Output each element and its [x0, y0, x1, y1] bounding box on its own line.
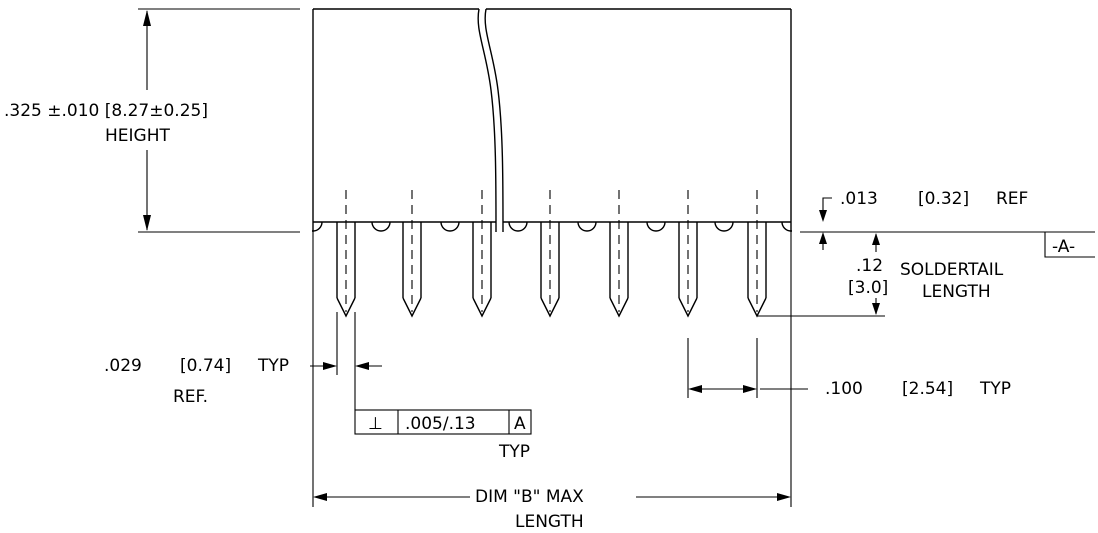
- datum-reference: -A-: [800, 231, 1095, 258]
- perpendicularity-icon: ⊥: [368, 414, 383, 434]
- pitch-metric: [2.54]: [902, 379, 953, 399]
- soldertail-value: .12: [856, 256, 883, 276]
- ref-dimension: .013 [0.32] REF: [819, 189, 1028, 250]
- pin: [540, 190, 560, 318]
- bottom-notches: [312, 222, 792, 232]
- pitch-dimension: .100 [2.54] TYP: [687, 338, 1011, 399]
- pin: [336, 190, 356, 318]
- overall-label: DIM "B" MAX: [475, 487, 584, 507]
- overall-length-dimension: DIM "B" MAX LENGTH: [312, 232, 792, 532]
- break-lines: [477, 8, 504, 233]
- pins: [336, 190, 767, 318]
- datum-label: -A-: [1052, 237, 1075, 257]
- soldertail-dimension: .12 [3.0] SOLDERTAIL LENGTH: [757, 233, 1004, 317]
- height-dimension: .325 ±.010 [8.27±0.25] HEIGHT: [4, 8, 300, 233]
- pin: [747, 190, 767, 318]
- pin: [678, 190, 698, 318]
- pin: [609, 190, 629, 318]
- pitch-suffix: TYP: [979, 379, 1011, 399]
- pitch-value: .100: [825, 379, 863, 399]
- ref-suffix: REF: [996, 189, 1028, 209]
- tolerance-frame: ⊥ .005/.13 A TYP: [354, 409, 532, 462]
- pin: [472, 190, 492, 318]
- tolerance-value: .005/.13: [405, 414, 476, 434]
- pin-width-ref: REF.: [173, 387, 208, 407]
- pin: [402, 190, 422, 318]
- ref-value: .013: [840, 189, 878, 209]
- pin-width-suffix: TYP: [257, 356, 289, 376]
- pin-width-dimension: .029 [0.74] TYP REF.: [104, 312, 382, 410]
- pin-width-value: .029: [104, 356, 142, 376]
- tolerance-note: TYP: [498, 442, 530, 462]
- overall-label-2: LENGTH: [515, 512, 584, 532]
- pin-width-metric: [0.74]: [180, 356, 231, 376]
- soldertail-label-2: LENGTH: [922, 282, 991, 302]
- connector-body: [312, 8, 792, 232]
- height-value: .325 ±.010 [8.27±0.25]: [4, 101, 208, 121]
- tolerance-datum: A: [514, 414, 526, 434]
- soldertail-metric: [3.0]: [848, 278, 888, 298]
- soldertail-label-1: SOLDERTAIL: [900, 260, 1004, 280]
- height-label: HEIGHT: [105, 126, 170, 146]
- ref-metric: [0.32]: [918, 189, 969, 209]
